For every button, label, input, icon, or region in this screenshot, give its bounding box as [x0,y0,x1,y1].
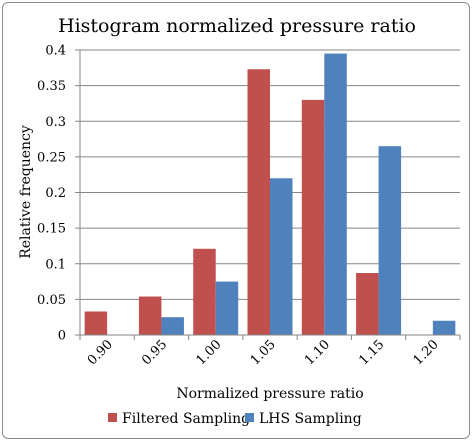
axes [75,49,461,340]
x-tick-label: 0.95 [139,337,170,368]
y-tick-label: 0.3 [45,115,66,130]
legend-label: LHS Sampling [259,411,362,427]
x-tick-label: 1.20 [411,337,442,368]
x-axis-label: Normalized pressure ratio [176,386,363,402]
x-tick-label: 1.15 [356,337,387,368]
y-tick-labels: 0 0.05 0.1 0.15 0.2 0.25 0.3 0.35 0.4 [37,44,66,344]
y-tick-label: 0.25 [37,150,66,165]
y-tick-label: 0 [58,329,66,344]
bar [84,311,108,335]
bar [193,248,216,335]
bar [356,273,379,335]
bar [215,281,239,335]
bars [84,53,456,336]
y-tick-label: 0.2 [45,186,66,201]
y-tick-label: 0.15 [37,222,66,237]
bar [161,317,184,335]
bar [324,53,347,335]
y-tick-label: 0.05 [37,293,66,308]
y-axis-label: Relative frequency [18,125,34,259]
legend: Filtered Sampling LHS Sampling [108,411,362,427]
bar [301,99,325,335]
bar [378,146,402,335]
x-tick-label: 1.10 [302,337,333,368]
bar [247,69,270,336]
legend-label: Filtered Sampling [122,411,250,427]
legend-swatch [245,413,254,422]
bar [138,296,162,335]
y-tick-label: 0.1 [45,257,66,272]
x-tick-label: 1.00 [193,337,224,368]
x-tick-label: 1.05 [248,337,279,368]
chart-title: Histogram normalized pressure ratio [58,15,416,37]
legend-swatch [108,413,117,422]
bar [432,320,456,335]
x-tick-label: 0.90 [85,337,116,368]
x-tick-labels: 0.90 0.95 1.00 1.05 1.10 1.15 1.20 [85,337,442,368]
y-tick-label: 0.4 [45,44,66,59]
y-tick-label: 0.35 [37,79,66,94]
bar [270,178,293,335]
